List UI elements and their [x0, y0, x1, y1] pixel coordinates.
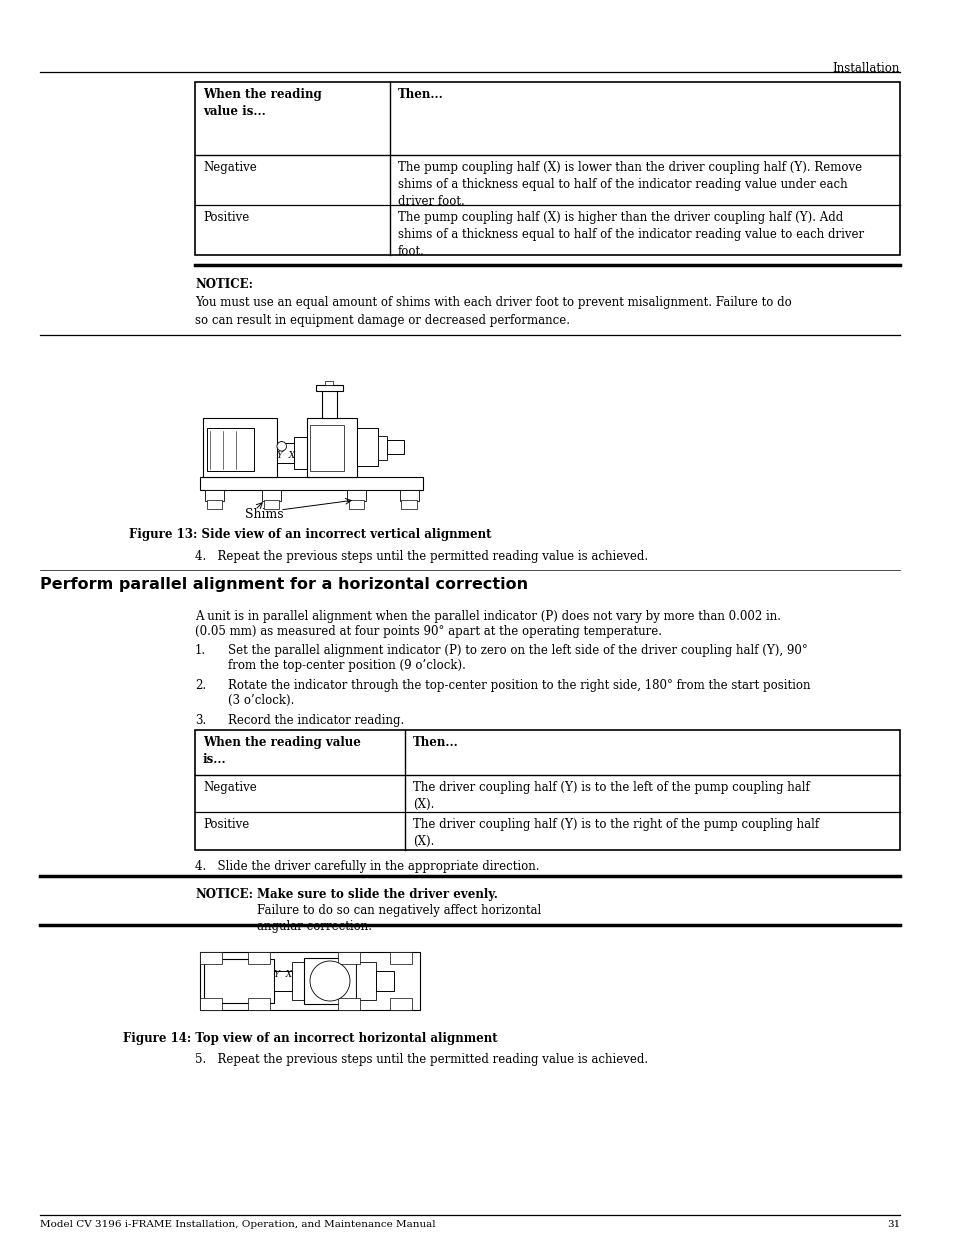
Bar: [321, 388, 336, 417]
Text: Rotate the indicator through the top-center position to the right side, 180° fro: Rotate the indicator through the top-cen…: [228, 679, 810, 692]
Bar: [310, 425, 344, 471]
Text: NOTICE:: NOTICE:: [194, 278, 253, 291]
Bar: [401, 500, 416, 509]
Text: 4.   Repeat the previous steps until the permitted reading value is achieved.: 4. Repeat the previous steps until the p…: [194, 550, 647, 563]
Text: The driver coupling half (Y) is to the left of the pump coupling half
(X).: The driver coupling half (Y) is to the l…: [413, 781, 809, 811]
Text: Installation: Installation: [832, 62, 899, 75]
Text: Negative: Negative: [203, 781, 256, 794]
Bar: [355, 962, 375, 1000]
Bar: [248, 952, 270, 965]
Text: Y  X: Y X: [274, 969, 292, 979]
Bar: [261, 490, 280, 501]
Bar: [248, 998, 270, 1010]
Text: Make sure to slide the driver evenly.: Make sure to slide the driver evenly.: [256, 888, 497, 902]
Bar: [294, 437, 307, 469]
Text: 31: 31: [886, 1220, 899, 1229]
Text: When the reading
value is...: When the reading value is...: [203, 88, 321, 119]
Text: Perform parallel alignment for a horizontal correction: Perform parallel alignment for a horizon…: [40, 577, 528, 592]
Bar: [390, 952, 412, 965]
Text: Positive: Positive: [203, 211, 249, 224]
Circle shape: [276, 442, 286, 451]
Text: When the reading value
is...: When the reading value is...: [203, 736, 360, 766]
Bar: [375, 971, 394, 990]
Bar: [205, 490, 224, 501]
Text: Negative: Negative: [203, 161, 256, 174]
Bar: [200, 998, 222, 1010]
Text: (0.05 mm) as measured at four points 90° apart at the operating temperature.: (0.05 mm) as measured at four points 90°…: [194, 625, 661, 638]
Bar: [337, 998, 359, 1010]
Bar: [276, 442, 294, 463]
Bar: [194, 730, 899, 850]
Text: 1.: 1.: [194, 643, 206, 657]
Bar: [315, 384, 342, 391]
Text: Figure 13: Side view of an incorrect vertical alignment: Figure 13: Side view of an incorrect ver…: [129, 529, 491, 541]
Text: 2.: 2.: [194, 679, 206, 692]
Text: The pump coupling half (X) is higher than the driver coupling half (Y). Add
shim: The pump coupling half (X) is higher tha…: [397, 211, 863, 258]
Bar: [207, 429, 253, 471]
Circle shape: [310, 961, 350, 1002]
Text: NOTICE:: NOTICE:: [194, 888, 253, 902]
Bar: [347, 490, 366, 501]
Text: Y  X: Y X: [276, 451, 294, 459]
Text: Then...: Then...: [397, 88, 443, 101]
Bar: [200, 952, 222, 965]
Bar: [307, 417, 356, 477]
Bar: [207, 500, 222, 509]
Text: Then...: Then...: [413, 736, 458, 748]
Bar: [200, 952, 419, 1010]
Text: 5.   Repeat the previous steps until the permitted reading value is achieved.: 5. Repeat the previous steps until the p…: [194, 1053, 647, 1066]
Bar: [263, 500, 278, 509]
Text: from the top-center position (9 o’clock).: from the top-center position (9 o’clock)…: [228, 659, 465, 672]
Bar: [337, 952, 359, 965]
Text: Positive: Positive: [203, 818, 249, 831]
Text: Shims: Shims: [245, 508, 283, 521]
Text: Set the parallel alignment indicator (P) to zero on the left side of the driver : Set the parallel alignment indicator (P)…: [228, 643, 807, 657]
Bar: [399, 490, 418, 501]
Bar: [349, 500, 364, 509]
Bar: [325, 380, 333, 384]
Text: You must use an equal amount of shims with each driver foot to prevent misalignm: You must use an equal amount of shims wi…: [194, 296, 791, 327]
Text: 4.   Slide the driver carefully in the appropriate direction.: 4. Slide the driver carefully in the app…: [194, 860, 539, 873]
Bar: [194, 82, 899, 254]
Bar: [356, 429, 377, 467]
Text: A unit is in parallel alignment when the parallel indicator (P) does not vary by: A unit is in parallel alignment when the…: [194, 610, 781, 622]
Text: (3 o’clock).: (3 o’clock).: [228, 694, 294, 706]
Bar: [203, 417, 276, 477]
Text: The pump coupling half (X) is lower than the driver coupling half (Y). Remove
sh: The pump coupling half (X) is lower than…: [397, 161, 862, 207]
Text: Record the indicator reading.: Record the indicator reading.: [228, 714, 404, 727]
Bar: [274, 971, 292, 990]
Text: Failure to do so can negatively affect horizontal
angular correction.: Failure to do so can negatively affect h…: [256, 904, 540, 932]
Bar: [204, 960, 274, 1003]
Text: The driver coupling half (Y) is to the right of the pump coupling half
(X).: The driver coupling half (Y) is to the r…: [413, 818, 819, 848]
Bar: [387, 440, 404, 454]
Bar: [377, 436, 387, 459]
Bar: [304, 958, 355, 1004]
Text: Model CV 3196 i-FRAME Installation, Operation, and Maintenance Manual: Model CV 3196 i-FRAME Installation, Oper…: [40, 1220, 436, 1229]
Text: 3.: 3.: [194, 714, 206, 727]
Bar: [292, 962, 304, 1000]
Bar: [200, 477, 423, 490]
Text: Figure 14: Top view of an incorrect horizontal alignment: Figure 14: Top view of an incorrect hori…: [123, 1032, 497, 1045]
Bar: [390, 998, 412, 1010]
